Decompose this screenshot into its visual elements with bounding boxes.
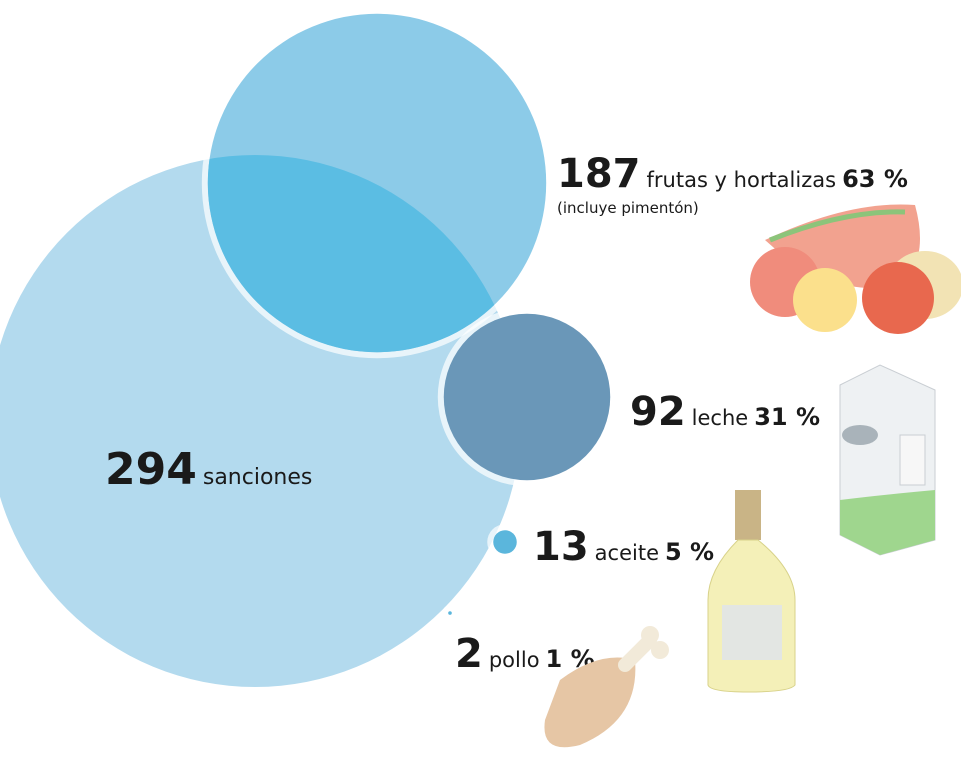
label: 294 sanciones	[105, 444, 312, 495]
value-label: 294	[105, 444, 197, 495]
category-label: sanciones	[203, 465, 313, 490]
label: 2 pollo 1 %	[455, 631, 595, 677]
value-label: 2	[455, 631, 483, 677]
value-label: 92	[630, 389, 686, 435]
category-label: leche	[692, 406, 749, 430]
milk-illustration	[839, 364, 936, 556]
value-label: 187	[557, 151, 641, 197]
chicken-illustration	[544, 626, 669, 748]
label: 187 frutas y hortalizas 63 %	[557, 151, 908, 197]
label: 13 aceite 5 %	[533, 524, 714, 570]
bubble	[448, 611, 452, 615]
label: 92 leche 31 %	[630, 389, 820, 435]
category-label: aceite	[595, 541, 659, 565]
note: (incluye pimentón)	[557, 199, 699, 217]
labels: 294 sanciones 187 frutas y hortalizas 63 % (i…	[105, 151, 908, 677]
value-label: 5 %	[665, 538, 714, 566]
value-label: 13	[533, 524, 589, 570]
category-label: pollo	[489, 648, 540, 672]
fruit-illustration	[750, 204, 961, 334]
oil-illustration	[707, 490, 796, 693]
value-label: 31 %	[754, 403, 820, 431]
category-label: frutas y hortalizas	[647, 168, 837, 192]
bubbles	[0, 7, 617, 687]
bubble	[493, 530, 517, 554]
value-label: 63 %	[842, 165, 908, 193]
bubble	[443, 313, 611, 481]
